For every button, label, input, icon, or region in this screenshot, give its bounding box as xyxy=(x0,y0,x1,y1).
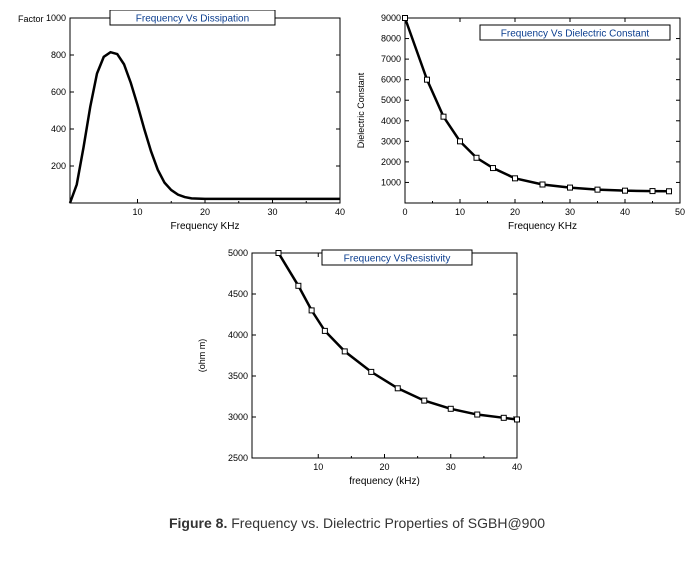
svg-text:Frequency VsResistivity: Frequency VsResistivity xyxy=(344,254,451,265)
dielectric-constant-chart: 1000 2000 3000 4000 5000 6000 7000 8000 9000 0 10 2… xyxy=(350,10,690,240)
svg-text:6000: 6000 xyxy=(381,75,401,85)
svg-text:30: 30 xyxy=(446,462,456,472)
svg-text:3500: 3500 xyxy=(228,371,248,381)
svg-text:4500: 4500 xyxy=(228,289,248,299)
svg-text:Factor: Factor xyxy=(18,14,44,24)
svg-text:Dielectric Constant: Dielectric Constant xyxy=(356,72,366,148)
svg-text:1000: 1000 xyxy=(381,177,401,187)
svg-text:20: 20 xyxy=(200,207,210,217)
svg-text:3000: 3000 xyxy=(228,412,248,422)
svg-text:40: 40 xyxy=(335,207,345,217)
svg-text:2500: 2500 xyxy=(228,453,248,463)
dissipation-chart: 200 400 600 800 1000 10 20 30 40 Frequency Vs Dis… xyxy=(10,10,350,240)
svg-text:5000: 5000 xyxy=(228,248,248,258)
svg-text:1000: 1000 xyxy=(46,13,66,23)
svg-text:0: 0 xyxy=(402,207,407,217)
svg-text:4000: 4000 xyxy=(381,116,401,126)
svg-text:9000: 9000 xyxy=(381,13,401,23)
svg-text:20: 20 xyxy=(379,462,389,472)
svg-text:800: 800 xyxy=(51,50,66,60)
svg-text:30: 30 xyxy=(267,207,277,217)
svg-text:frequency (kHz): frequency (kHz) xyxy=(349,476,420,487)
svg-text:4000: 4000 xyxy=(228,330,248,340)
svg-text:10: 10 xyxy=(132,207,142,217)
svg-text:40: 40 xyxy=(620,207,630,217)
svg-text:Frequency KHz: Frequency KHz xyxy=(171,221,240,232)
figure-caption: Figure 8. Frequency vs. Dielectric Prope… xyxy=(10,515,694,531)
svg-text:400: 400 xyxy=(51,124,66,134)
svg-text:200: 200 xyxy=(51,161,66,171)
svg-text:Frequency Vs Dissipation: Frequency Vs Dissipation xyxy=(136,14,249,25)
svg-text:10: 10 xyxy=(313,462,323,472)
svg-text:2000: 2000 xyxy=(381,157,401,167)
svg-text:20: 20 xyxy=(510,207,520,217)
caption-label: Figure 8. xyxy=(169,515,227,531)
svg-text:7000: 7000 xyxy=(381,54,401,64)
svg-text:50: 50 xyxy=(675,207,685,217)
svg-text:30: 30 xyxy=(565,207,575,217)
svg-text:3000: 3000 xyxy=(381,136,401,146)
svg-text:10: 10 xyxy=(455,207,465,217)
svg-text:40: 40 xyxy=(512,462,522,472)
svg-text:600: 600 xyxy=(51,87,66,97)
svg-text:Frequency KHz: Frequency KHz xyxy=(508,221,577,232)
caption-text: Frequency vs. Dielectric Properties of S… xyxy=(227,515,545,531)
resistivity-chart: 2500 3000 3500 4000 4500 5000 10 20 30 40 Frequenc… xyxy=(187,245,527,495)
svg-text:(ohm m): (ohm m) xyxy=(197,339,207,373)
svg-text:5000: 5000 xyxy=(381,95,401,105)
svg-text:8000: 8000 xyxy=(381,34,401,44)
svg-text:Frequency Vs Dielectric Consta: Frequency Vs Dielectric Constant xyxy=(501,29,650,40)
